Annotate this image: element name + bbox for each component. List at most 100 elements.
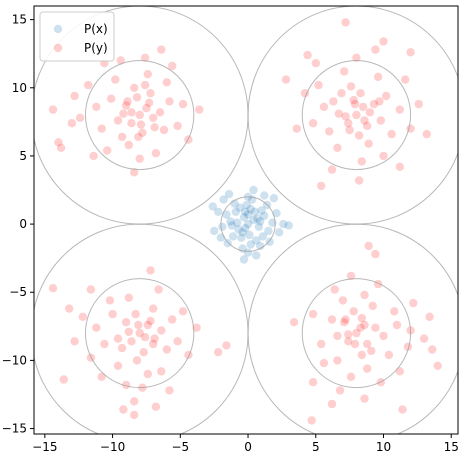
data-point [252,236,261,245]
data-point [359,102,368,112]
x-tick-label: −5 [171,440,189,454]
data-point [354,131,364,140]
data-point [48,105,58,114]
y-tick-label: 5 [19,149,27,163]
data-point [341,112,350,121]
data-point [134,132,143,142]
data-point [222,341,231,350]
data-point [227,221,236,230]
data-point [168,61,177,71]
data-point [136,120,146,129]
data-point [130,410,139,420]
data-point [143,320,152,330]
data-point [218,222,227,231]
legend-label: P(y) [84,41,108,55]
data-point [234,225,243,234]
data-point [70,91,79,101]
axes-frame [33,5,459,435]
data-point [303,50,312,60]
data-point [340,318,349,327]
data-point [157,367,166,376]
data-point [368,301,377,311]
data-point [257,206,266,215]
data-point [392,320,402,330]
data-point [113,116,123,125]
data-point [127,108,136,117]
data-point [349,307,358,316]
data-point [210,226,219,236]
data-point [70,337,79,346]
data-point [357,313,366,323]
data-point [75,113,85,123]
data-point [140,333,150,342]
data-point [231,207,240,216]
data-point [363,364,372,373]
data-point [329,97,338,106]
data-point [422,129,431,139]
data-point [146,316,155,326]
legend-box [39,11,115,62]
reference-circle [84,60,195,171]
data-point [173,337,182,346]
data-point [272,209,281,218]
data-point [325,127,334,136]
x-tick-label: 10 [376,440,391,454]
data-point [67,119,77,128]
data-point [319,102,329,112]
data-point [65,304,74,313]
data-point [239,213,249,222]
data-point [132,93,142,102]
data-point [192,323,201,332]
x-tick-label: 5 [312,440,320,454]
data-point [121,101,131,110]
data-point [265,237,274,246]
y-tick-label: 15 [12,13,27,27]
data-point [119,405,128,414]
data-point [131,309,140,319]
data-point [216,233,226,242]
data-point [92,323,101,332]
data-point [319,358,329,368]
data-point [292,124,301,133]
data-point [59,375,68,384]
data-point [376,116,385,125]
data-point [143,369,152,379]
legend-marker [53,43,63,53]
data-point [108,309,117,319]
data-point [327,399,337,409]
data-point [124,140,133,150]
y-tick-label: −5 [9,285,27,299]
data-point [113,361,123,370]
data-point [243,219,253,229]
data-point [249,215,258,225]
data-point [363,339,372,349]
y-tick-label: 0 [19,217,27,231]
data-point [123,97,132,106]
data-point [401,75,410,84]
data-point [379,151,388,161]
data-point [165,97,174,106]
data-point [349,95,358,105]
data-point [103,146,112,155]
data-point [371,323,380,332]
data-point [341,18,350,27]
data-point [113,334,123,343]
data-point [357,350,366,360]
data-point [208,202,217,211]
data-point [360,394,369,403]
data-point [352,53,361,62]
data-point [398,405,407,414]
data-point [260,211,269,221]
data-point [124,293,133,302]
data-point [146,89,155,98]
data-point [121,318,131,327]
data-point [228,232,238,241]
data-point [130,83,139,93]
data-point [344,330,353,339]
data-point [162,345,171,354]
data-point [334,109,343,118]
data-point [111,75,120,84]
data-point [258,232,268,241]
data-point [242,200,251,210]
data-point [308,119,318,128]
